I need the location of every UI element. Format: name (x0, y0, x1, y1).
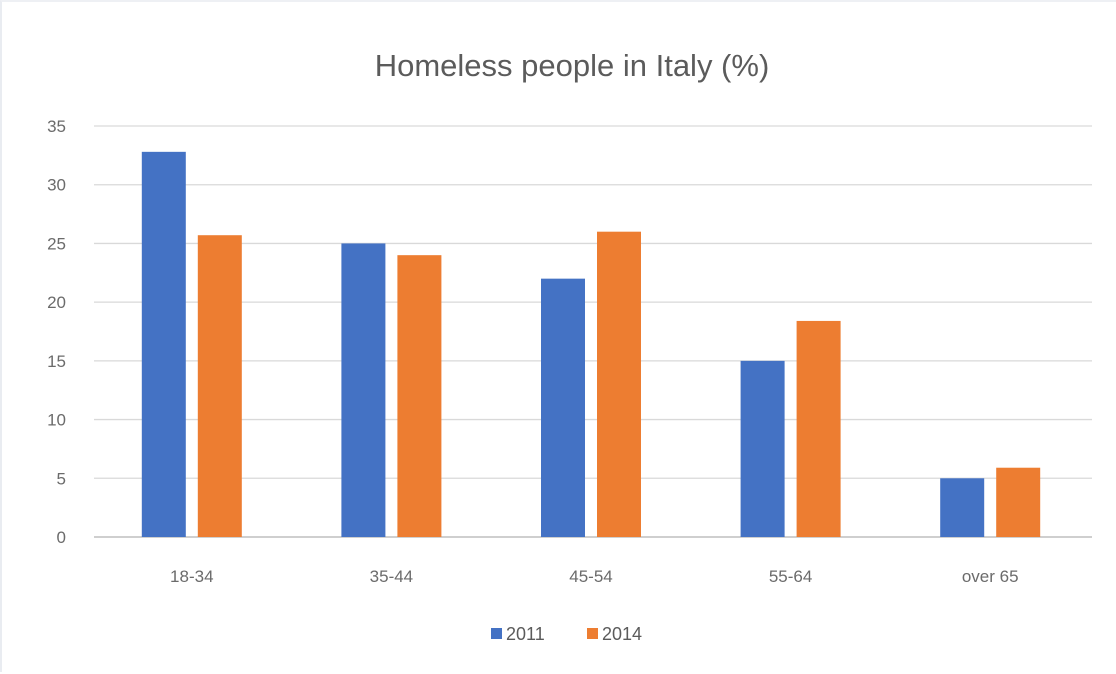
x-tick-label: over 65 (962, 567, 1019, 586)
chart-title: Homeless people in Italy (%) (375, 48, 770, 83)
y-tick-label: 30 (47, 176, 66, 195)
bar-2011-55-64 (740, 360, 785, 537)
x-tick-label: 55-64 (769, 567, 812, 586)
y-tick-label: 0 (57, 528, 66, 547)
legend-label-2011: 2011 (506, 624, 545, 644)
y-tick-label: 5 (57, 469, 66, 488)
legend-label-2014: 2014 (602, 624, 642, 644)
bar-2011-over-65 (940, 478, 985, 537)
gridlines (94, 125, 1092, 538)
x-axis-tick-labels: 18-34 35-44 45-54 55-64 over 65 (170, 567, 1018, 586)
y-tick-label: 15 (47, 352, 66, 371)
bars (141, 151, 1041, 538)
bar-2014-35-44 (397, 255, 442, 537)
x-tick-label: 45-54 (569, 567, 612, 586)
bar-2011-35-44 (341, 243, 386, 537)
bar-2011-45-54 (541, 278, 585, 537)
y-tick-label: 35 (47, 117, 66, 136)
x-tick-label: 35-44 (370, 567, 413, 586)
y-tick-label: 10 (47, 411, 66, 430)
y-tick-label: 20 (47, 293, 66, 312)
bar-2014-18-34 (197, 235, 242, 538)
legend: 2011 2014 (491, 624, 642, 644)
bar-2014-45-54 (597, 231, 641, 537)
bar-2011-18-34 (141, 151, 186, 537)
y-tick-label: 25 (47, 234, 66, 253)
y-axis-tick-labels: 0 5 10 15 20 25 30 35 (47, 117, 66, 547)
bar-2014-55-64 (796, 320, 841, 537)
x-tick-label: 18-34 (170, 567, 213, 586)
legend-swatch-2011 (491, 628, 502, 639)
legend-swatch-2014 (587, 628, 598, 639)
bar-2014-over-65 (996, 467, 1041, 537)
